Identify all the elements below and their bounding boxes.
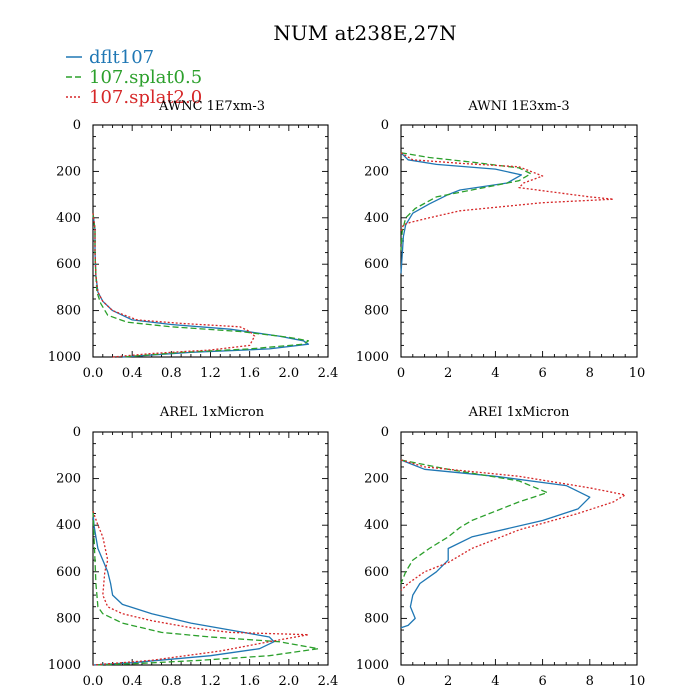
x-tick-label: 1.6 xyxy=(239,674,260,689)
panel-awni: AWNI 1E3xm-3 0 2 4 6 8 10 0 200 400 600 800 1000 xyxy=(356,99,645,381)
y-tick-label: 800 xyxy=(364,304,389,319)
y-tick-label: 0 xyxy=(381,118,389,133)
y-tick-label: 400 xyxy=(56,211,81,226)
panel-awnc: AWNC 1E7xm-3 0.0 0.4 0.8 1.2 1.6 2.0 2.4 0 200 40… xyxy=(48,99,338,381)
x-tick-label: 0.8 xyxy=(161,366,182,381)
panel-title: AREI 1xMicron xyxy=(468,405,570,420)
series-line-107.splat0.5 xyxy=(92,213,310,358)
x-tick-label: 2.4 xyxy=(318,366,339,381)
series-line-dflt107 xyxy=(92,213,310,358)
x-tick-label: 8 xyxy=(586,674,594,689)
y-tick-label: 600 xyxy=(364,257,389,272)
y-tick-label: 1000 xyxy=(48,658,81,673)
legend-label-2: 107.splat2.0 xyxy=(89,87,202,108)
panel-title: AWNI 1E3xm-3 xyxy=(467,99,569,114)
x-tick-label: 0 xyxy=(397,366,405,381)
legend-label-1: 107.splat0.5 xyxy=(89,67,202,88)
y-tick-label: 800 xyxy=(364,611,389,626)
legend: dflt107 107.splat0.5 107.splat2.0 xyxy=(66,47,202,108)
panel-title: AWNC 1E7xm-3 xyxy=(158,99,265,114)
y-tick-label: 600 xyxy=(56,257,81,272)
y-tick-label: 200 xyxy=(56,472,81,487)
y-tick-label: 800 xyxy=(56,304,81,319)
x-tick-label: 0.8 xyxy=(161,674,182,689)
y-tick-label: 1000 xyxy=(356,658,389,673)
axes-frame xyxy=(400,124,638,358)
x-tick-label: 0.4 xyxy=(122,674,143,689)
panel-arel: AREL 1xMicron 0.0 0.4 0.8 1.2 1.6 2.0 2.4 0 200 4… xyxy=(48,405,338,689)
series-line-107.splat0.5 xyxy=(400,152,532,251)
legend-label-0: dflt107 xyxy=(89,47,154,68)
x-tick-label: 2 xyxy=(444,674,452,689)
x-tick-label: 4 xyxy=(491,674,499,689)
x-tick-label: 0.4 xyxy=(122,366,143,381)
x-tick-label: 10 xyxy=(629,674,646,689)
series-line-dflt107 xyxy=(400,459,591,629)
series-line-107.splat2.0 xyxy=(92,213,256,358)
x-tick-label: 4 xyxy=(491,366,499,381)
y-tick-label: 0 xyxy=(73,425,81,440)
x-tick-label: 1.2 xyxy=(200,674,221,689)
x-tick-label: 2.0 xyxy=(278,674,299,689)
series-line-107.splat0.5 xyxy=(92,511,319,666)
figure-title: NUM at238E,27N xyxy=(273,21,456,45)
y-tick-label: 0 xyxy=(381,425,389,440)
y-tick-label: 0 xyxy=(73,118,81,133)
y-tick-label: 200 xyxy=(364,472,389,487)
series-line-107.splat0.5 xyxy=(400,459,548,584)
y-tick-label: 400 xyxy=(56,518,81,533)
y-tick-label: 200 xyxy=(364,164,389,179)
series-line-107.splat2.0 xyxy=(400,152,615,232)
y-tick-label: 400 xyxy=(364,211,389,226)
y-tick-label: 200 xyxy=(56,164,81,179)
panel-arei: AREI 1xMicron 0 2 4 6 8 10 0 200 400 600 800 1000 xyxy=(356,405,645,689)
series-line-dflt107 xyxy=(92,511,275,666)
y-tick-label: 1000 xyxy=(356,350,389,365)
y-tick-label: 400 xyxy=(364,518,389,533)
y-tick-label: 1000 xyxy=(48,350,81,365)
x-tick-label: 0.0 xyxy=(83,366,104,381)
x-tick-label: 8 xyxy=(586,366,594,381)
x-tick-label: 0 xyxy=(397,674,405,689)
x-tick-label: 6 xyxy=(538,674,546,689)
x-tick-label: 10 xyxy=(629,366,646,381)
series-line-dflt107 xyxy=(400,152,523,274)
x-tick-label: 2.0 xyxy=(278,366,299,381)
panel-title: AREL 1xMicron xyxy=(159,405,265,420)
series-line-107.splat2.0 xyxy=(92,510,310,666)
y-tick-label: 800 xyxy=(56,611,81,626)
x-tick-label: 1.2 xyxy=(200,366,221,381)
y-tick-label: 600 xyxy=(364,565,389,580)
x-tick-label: 2 xyxy=(444,366,452,381)
x-tick-label: 1.6 xyxy=(239,366,260,381)
x-tick-label: 6 xyxy=(538,366,546,381)
x-tick-label: 2.4 xyxy=(318,674,339,689)
y-tick-label: 600 xyxy=(56,565,81,580)
x-tick-label: 0.0 xyxy=(83,674,104,689)
